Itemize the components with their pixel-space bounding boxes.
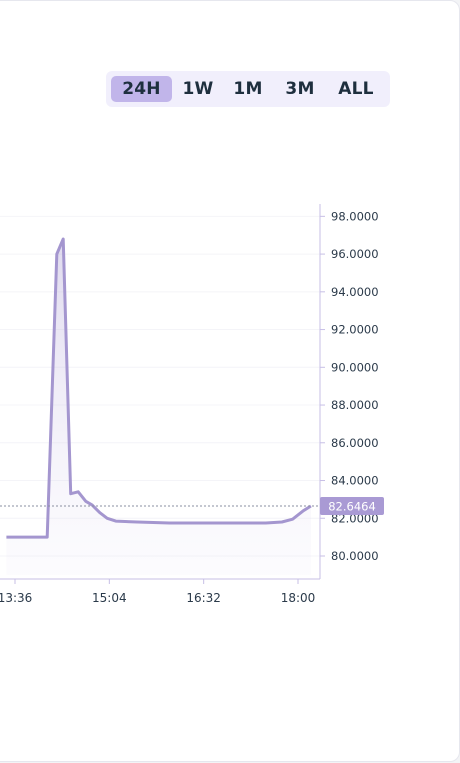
y-tick-label: 96.0000: [331, 247, 379, 261]
y-tick-label: 88.0000: [331, 398, 379, 412]
range-1w-button[interactable]: 1W: [182, 79, 214, 99]
x-tick-label: 15:04: [92, 591, 127, 605]
range-all-button[interactable]: ALL: [338, 79, 374, 99]
y-tick-label: 80.0000: [331, 549, 379, 563]
x-tick-label: 13:36: [0, 591, 32, 605]
y-tick-label: 90.0000: [331, 360, 379, 374]
current-value-label: 82.6464: [328, 500, 376, 514]
range-24h-button[interactable]: 24H: [111, 76, 172, 102]
y-tick-label: 94.0000: [331, 285, 379, 299]
x-tick-label: 18:00: [281, 591, 316, 605]
current-value-badge: [320, 497, 384, 516]
range-1m-button[interactable]: 1M: [233, 79, 263, 99]
range-3m-button[interactable]: 3M: [285, 79, 315, 99]
y-tick-label: 92.0000: [331, 323, 379, 337]
y-tick-label: 98.0000: [331, 209, 379, 223]
time-range-selector: 24H 1W 1M 3M ALL: [106, 71, 390, 107]
price-line[interactable]: [6, 237, 312, 539]
y-tick-label: 84.0000: [331, 474, 379, 488]
x-tick-label: 16:32: [186, 591, 221, 605]
y-tick-label: 86.0000: [331, 436, 379, 450]
